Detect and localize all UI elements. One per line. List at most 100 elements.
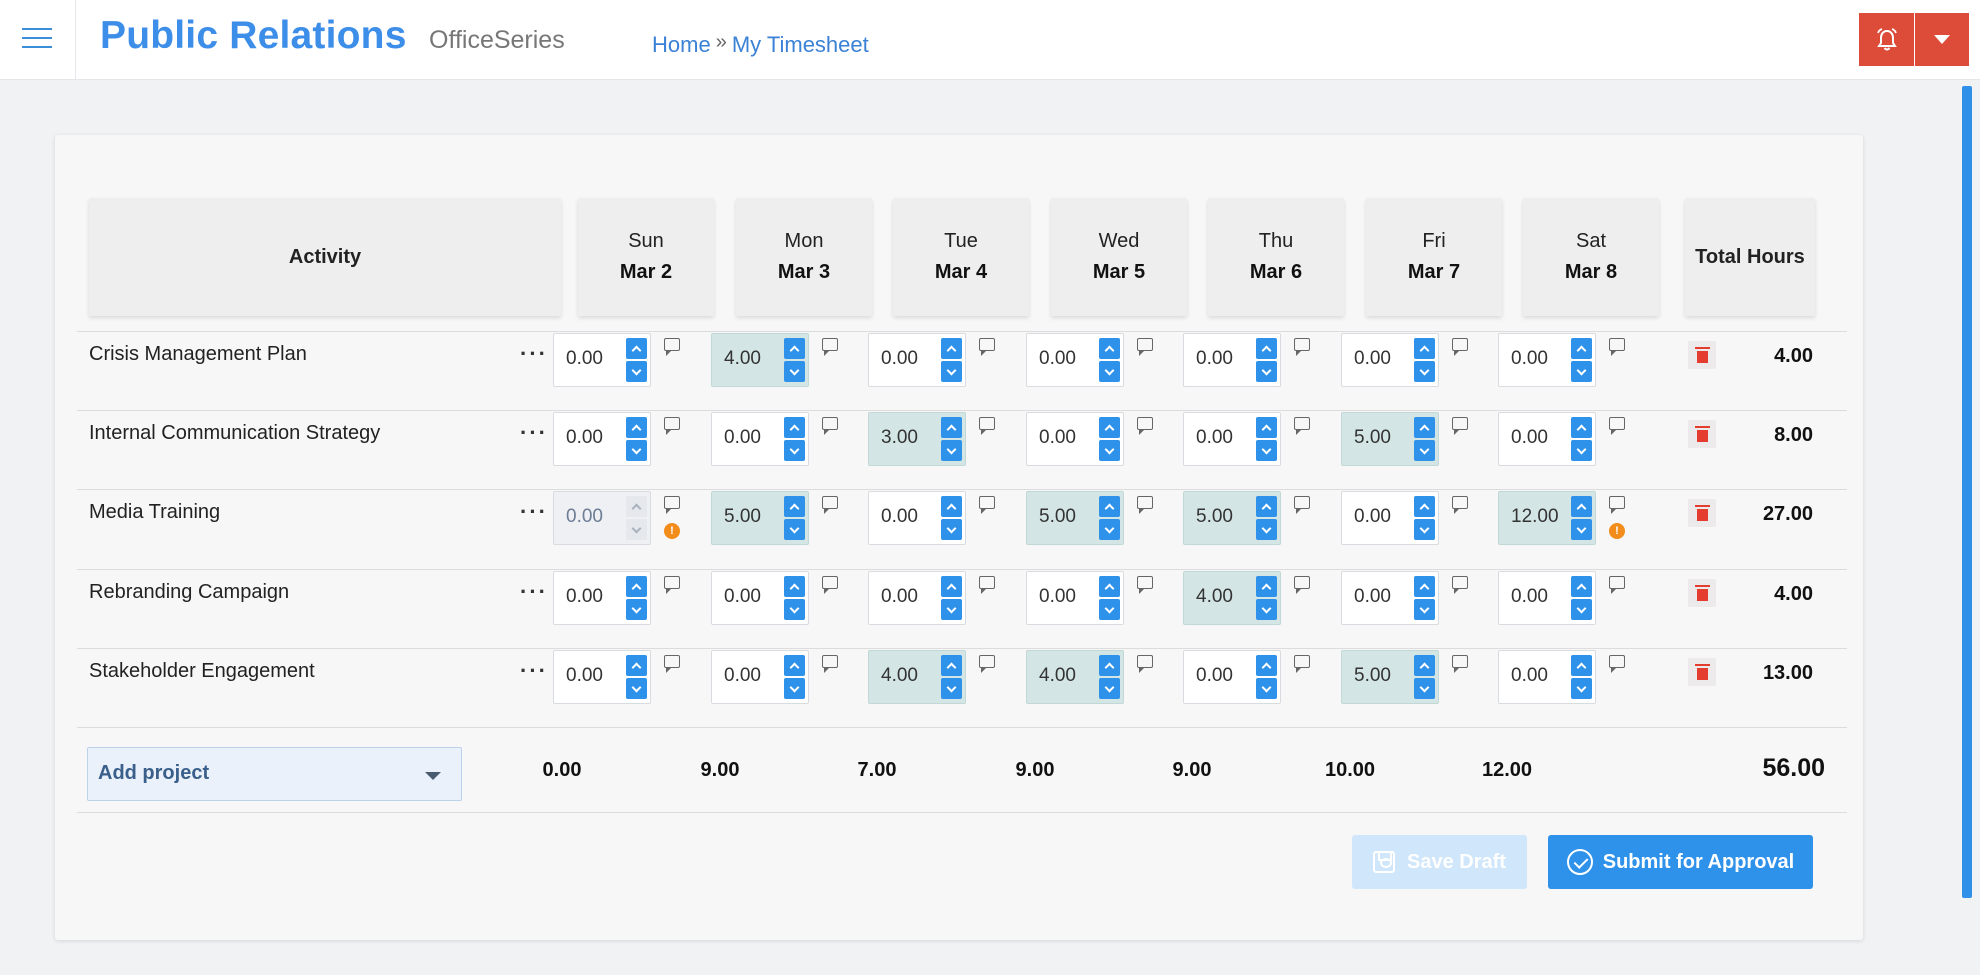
decrement-button[interactable]: [1099, 440, 1120, 461]
hours-input[interactable]: 0.00: [711, 412, 809, 466]
row-options-menu[interactable]: ···: [520, 420, 548, 445]
increment-button[interactable]: [941, 496, 962, 517]
comment-icon[interactable]: [1452, 338, 1468, 356]
comment-icon[interactable]: [664, 655, 680, 673]
decrement-button[interactable]: [941, 519, 962, 540]
hours-input[interactable]: 0.00: [1026, 333, 1124, 387]
increment-button[interactable]: [1256, 496, 1277, 517]
comment-icon[interactable]: [1137, 417, 1153, 435]
increment-button[interactable]: [1099, 655, 1120, 676]
decrement-button[interactable]: [1099, 361, 1120, 382]
increment-button[interactable]: [1414, 338, 1435, 359]
hours-input[interactable]: 4.00: [1183, 571, 1281, 625]
decrement-button[interactable]: [941, 599, 962, 620]
delete-row-button[interactable]: [1688, 579, 1716, 607]
decrement-button[interactable]: [1414, 599, 1435, 620]
increment-button[interactable]: [1099, 417, 1120, 438]
hours-input[interactable]: 3.00: [868, 412, 966, 466]
row-options-menu[interactable]: ···: [520, 499, 548, 524]
comment-icon[interactable]: [1294, 655, 1310, 673]
decrement-button[interactable]: [1256, 361, 1277, 382]
increment-button[interactable]: [1571, 655, 1592, 676]
decrement-button[interactable]: [1099, 678, 1120, 699]
increment-button[interactable]: [1571, 417, 1592, 438]
increment-button[interactable]: [626, 576, 647, 597]
comment-icon[interactable]: [664, 496, 680, 514]
comment-icon[interactable]: [664, 338, 680, 356]
hours-input[interactable]: 4.00: [868, 650, 966, 704]
comment-icon[interactable]: [1609, 338, 1625, 356]
decrement-button[interactable]: [1414, 440, 1435, 461]
hours-input[interactable]: 12.00: [1498, 491, 1596, 545]
decrement-button[interactable]: [784, 440, 805, 461]
hours-input[interactable]: 0.00: [1498, 412, 1596, 466]
comment-icon[interactable]: [979, 417, 995, 435]
hours-input[interactable]: 5.00: [1341, 412, 1439, 466]
hours-input[interactable]: 0.00: [1183, 333, 1281, 387]
increment-button[interactable]: [1256, 655, 1277, 676]
comment-icon[interactable]: [822, 338, 838, 356]
hours-input[interactable]: 0.00: [711, 571, 809, 625]
comment-icon[interactable]: [822, 655, 838, 673]
hours-input[interactable]: 0.00: [1498, 571, 1596, 625]
comment-icon[interactable]: [1609, 655, 1625, 673]
increment-button[interactable]: [1571, 576, 1592, 597]
decrement-button[interactable]: [1571, 519, 1592, 540]
comment-icon[interactable]: [979, 338, 995, 356]
comment-icon[interactable]: [664, 576, 680, 594]
hours-input[interactable]: 0.00: [1026, 571, 1124, 625]
increment-button[interactable]: [1256, 576, 1277, 597]
hours-input[interactable]: 0.00: [1341, 491, 1439, 545]
submit-for-approval-button[interactable]: Submit for Approval: [1548, 835, 1813, 889]
hours-input[interactable]: 0.00: [868, 571, 966, 625]
increment-button[interactable]: [941, 417, 962, 438]
increment-button[interactable]: [784, 338, 805, 359]
row-options-menu[interactable]: ···: [520, 341, 548, 366]
decrement-button[interactable]: [1256, 519, 1277, 540]
decrement-button[interactable]: [1571, 678, 1592, 699]
hours-input[interactable]: 5.00: [1026, 491, 1124, 545]
decrement-button[interactable]: [784, 519, 805, 540]
increment-button[interactable]: [1414, 655, 1435, 676]
comment-icon[interactable]: [979, 496, 995, 514]
increment-button[interactable]: [941, 338, 962, 359]
decrement-button[interactable]: [626, 440, 647, 461]
hours-input[interactable]: 0.00: [1341, 571, 1439, 625]
delete-row-button[interactable]: [1688, 420, 1716, 448]
increment-button[interactable]: [784, 496, 805, 517]
increment-button[interactable]: [784, 655, 805, 676]
increment-button[interactable]: [1099, 576, 1120, 597]
hours-input[interactable]: 0.00: [868, 333, 966, 387]
comment-icon[interactable]: [1294, 338, 1310, 356]
comment-icon[interactable]: [1609, 496, 1625, 514]
comment-icon[interactable]: [1452, 417, 1468, 435]
hours-input[interactable]: 0.00: [1026, 412, 1124, 466]
comment-icon[interactable]: [1137, 576, 1153, 594]
comment-icon[interactable]: [1609, 576, 1625, 594]
hours-input[interactable]: 0.00: [1498, 333, 1596, 387]
decrement-button[interactable]: [1256, 678, 1277, 699]
decrement-button[interactable]: [1571, 440, 1592, 461]
decrement-button[interactable]: [1414, 519, 1435, 540]
delete-row-button[interactable]: [1688, 658, 1716, 686]
increment-button[interactable]: [1256, 338, 1277, 359]
decrement-button[interactable]: [1414, 678, 1435, 699]
add-project-select[interactable]: Add project: [87, 747, 462, 801]
breadcrumb-home-link[interactable]: Home: [652, 31, 711, 57]
hours-input[interactable]: 0.00: [1183, 650, 1281, 704]
decrement-button[interactable]: [1099, 519, 1120, 540]
comment-icon[interactable]: [1137, 496, 1153, 514]
hours-input[interactable]: 0.00: [553, 650, 651, 704]
comment-icon[interactable]: [822, 417, 838, 435]
decrement-button[interactable]: [626, 361, 647, 382]
row-options-menu[interactable]: ···: [520, 658, 548, 683]
save-draft-button[interactable]: Save Draft: [1352, 835, 1527, 889]
increment-button[interactable]: [941, 655, 962, 676]
hours-input[interactable]: 4.00: [711, 333, 809, 387]
increment-button[interactable]: [784, 576, 805, 597]
increment-button[interactable]: [626, 417, 647, 438]
hours-input[interactable]: 0.00: [868, 491, 966, 545]
user-menu-dropdown-button[interactable]: [1915, 13, 1969, 66]
hours-input[interactable]: 0.00: [553, 571, 651, 625]
hours-input[interactable]: 0.00: [711, 650, 809, 704]
